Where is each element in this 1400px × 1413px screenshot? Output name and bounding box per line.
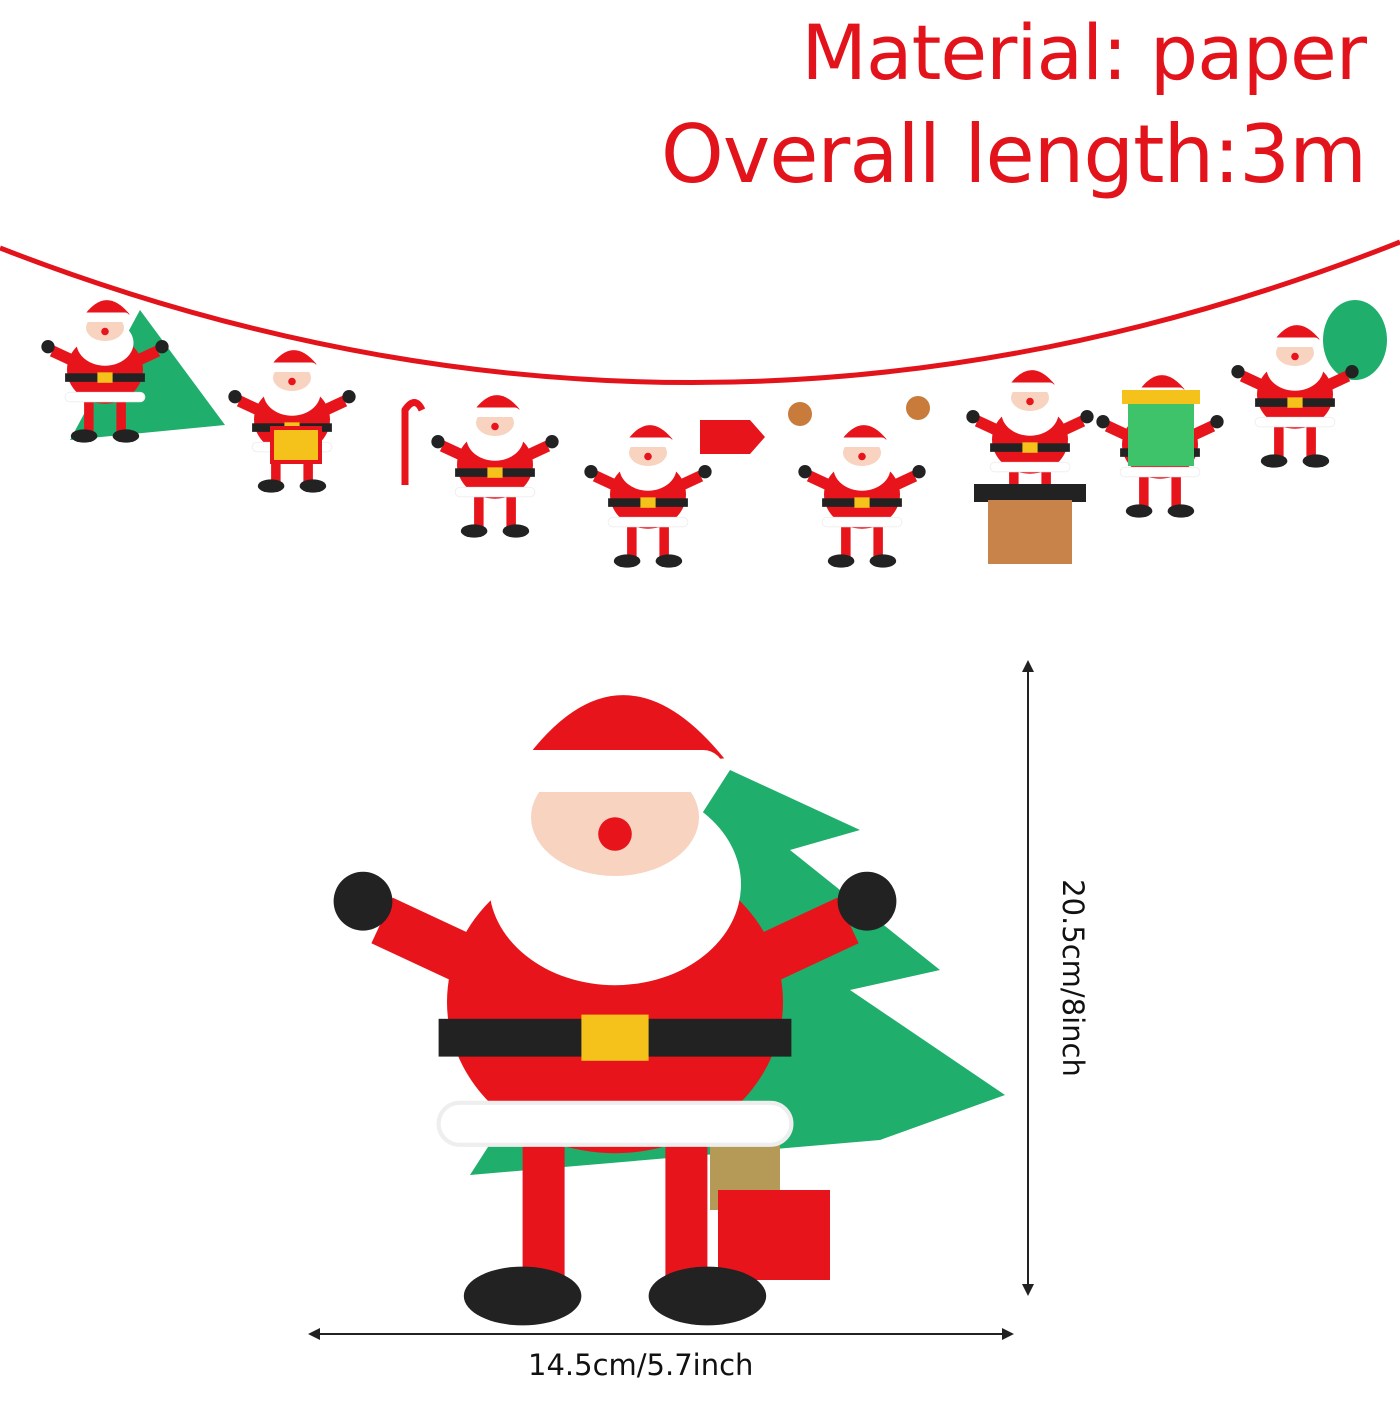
garland-figure-chimney-santa <box>965 369 1095 564</box>
garland-figure-sack-santa <box>1230 300 1387 469</box>
large-santa-figure <box>334 695 1005 1325</box>
width-dimension-arrow <box>308 1328 1014 1340</box>
garland-figure-gift-santa <box>1095 374 1225 519</box>
garland-figure-drum-santa <box>227 349 357 494</box>
garland-figure-candycane-santa <box>401 394 560 539</box>
width-dimension-label: 14.5cm/5.7inch <box>528 1348 754 1382</box>
material-label: Material: paper <box>801 8 1367 97</box>
height-dimension-label: 20.5cm/8inch <box>1056 879 1090 1077</box>
garland-string <box>0 239 1400 385</box>
garland-figure-tree-santa <box>40 299 225 444</box>
garland-figure-sign-santa <box>583 420 765 569</box>
overall-length-label: Overall length:3m <box>660 108 1367 201</box>
height-dimension-arrow <box>1022 660 1034 1296</box>
garland-figure-lollipop-santa <box>788 396 930 569</box>
